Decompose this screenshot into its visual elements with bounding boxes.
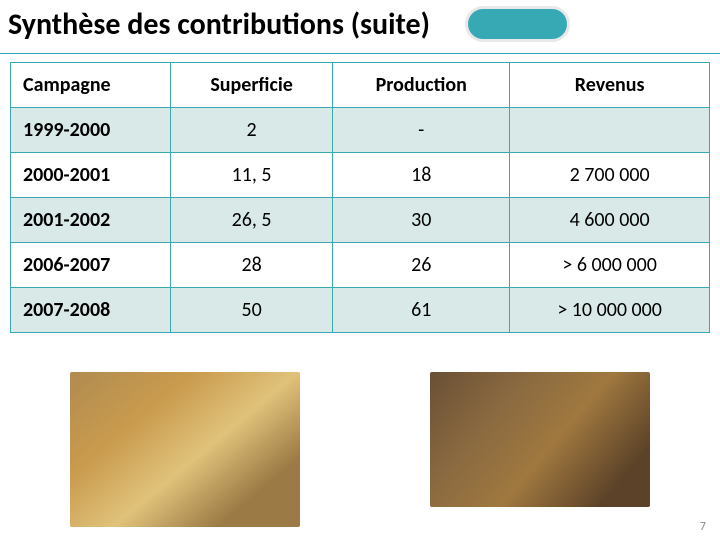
table-row: 2007-20085061> 10 000 000 bbox=[11, 288, 710, 333]
table-cell: 4 600 000 bbox=[510, 198, 710, 243]
table-cell: 1999-2000 bbox=[11, 108, 171, 153]
table-row: 2006-20072826> 6 000 000 bbox=[11, 243, 710, 288]
table-row: 1999-20002- bbox=[11, 108, 710, 153]
table-row: 2000-200111, 5182 700 000 bbox=[11, 153, 710, 198]
table-cell bbox=[510, 108, 710, 153]
table-cell: 2000-2001 bbox=[11, 153, 171, 198]
col-campagne: Campagne bbox=[11, 63, 171, 108]
table-cell: 2 700 000 bbox=[510, 153, 710, 198]
col-production: Production bbox=[333, 63, 510, 108]
table-cell: > 10 000 000 bbox=[510, 288, 710, 333]
table-cell: 11, 5 bbox=[171, 153, 333, 198]
table-cell: 50 bbox=[171, 288, 333, 333]
table-cell: 26 bbox=[333, 243, 510, 288]
table-cell: 2007-2008 bbox=[11, 288, 171, 333]
photo-strip bbox=[0, 372, 720, 532]
col-revenus: Revenus bbox=[510, 63, 710, 108]
table-cell: 26, 5 bbox=[171, 198, 333, 243]
table-cell: - bbox=[333, 108, 510, 153]
photo-people bbox=[430, 372, 650, 507]
table-cell: 18 bbox=[333, 153, 510, 198]
table-cell: > 6 000 000 bbox=[510, 243, 710, 288]
table-cell: 30 bbox=[333, 198, 510, 243]
table-cell: 61 bbox=[333, 288, 510, 333]
table-cell: 2001-2002 bbox=[11, 198, 171, 243]
contributions-table: Campagne Superficie Production Revenus 1… bbox=[10, 62, 710, 333]
page-number: 7 bbox=[700, 520, 706, 534]
page-title: Synthèse des contributions (suite) bbox=[8, 8, 720, 41]
table-row: 2001-200226, 5304 600 000 bbox=[11, 198, 710, 243]
table-header-row: Campagne Superficie Production Revenus bbox=[11, 63, 710, 108]
col-superficie: Superficie bbox=[171, 63, 333, 108]
title-bar: Synthèse des contributions (suite) bbox=[0, 0, 720, 54]
table-cell: 2 bbox=[171, 108, 333, 153]
table-cell: 2006-2007 bbox=[11, 243, 171, 288]
table-cell: 28 bbox=[171, 243, 333, 288]
photo-goods bbox=[70, 372, 300, 527]
